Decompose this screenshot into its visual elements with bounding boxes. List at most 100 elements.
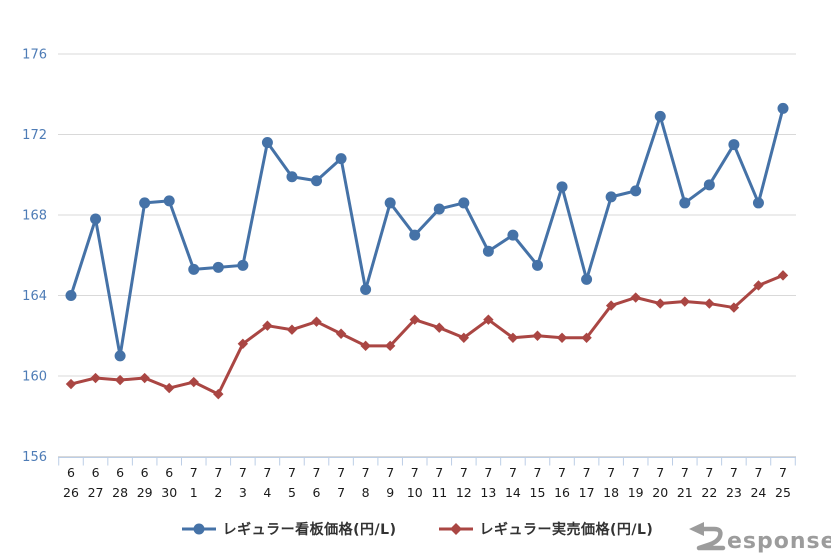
signboard-price-data-point <box>777 102 789 114</box>
market-price-data-point <box>213 388 224 400</box>
x-axis-label-month: 7 <box>509 465 517 480</box>
x-axis-label-day: 12 <box>456 485 472 500</box>
market-price-data-point <box>556 332 568 343</box>
signboard-price-data-point <box>65 290 77 301</box>
x-axis-label-day: 22 <box>701 485 717 500</box>
signboard-price-data-point <box>311 175 323 187</box>
x-axis-label-month: 7 <box>190 465 198 480</box>
x-axis-label-month: 6 <box>141 465 149 480</box>
y-axis-tick-label: 176 <box>22 48 47 63</box>
market-price-data-point <box>65 378 77 390</box>
x-axis-label-day: 14 <box>505 485 521 500</box>
market-price-data-point <box>139 372 150 384</box>
x-axis-label-month: 7 <box>288 465 296 480</box>
legend-item-signboard-price[interactable]: レギュラー看板価格(円/L) <box>181 519 397 539</box>
x-axis-label-day: 10 <box>407 485 423 500</box>
market-price-data-point <box>581 332 592 343</box>
market-price-data-point <box>777 270 789 281</box>
x-axis-label-day: 25 <box>775 485 791 500</box>
x-axis-label-month: 7 <box>337 465 345 480</box>
x-axis-label-month: 7 <box>313 465 321 480</box>
x-axis-label-day: 28 <box>112 485 128 500</box>
response-logo: esponse. <box>689 522 831 553</box>
signboard-price-data-point <box>409 229 421 241</box>
logo-r-glyph <box>696 526 726 551</box>
market-price-data-point <box>335 328 347 339</box>
signboard-price-data-point <box>237 259 249 271</box>
x-axis-label-month: 7 <box>435 465 443 480</box>
market-price-data-point <box>458 332 470 343</box>
x-axis-label-day: 7 <box>337 485 345 500</box>
market-price-data-point <box>311 316 322 327</box>
x-axis-label-day: 30 <box>161 485 177 500</box>
y-axis-tick-label: 160 <box>22 370 47 385</box>
x-axis-label-day: 16 <box>554 485 570 500</box>
logo-text: esponse. <box>727 529 831 553</box>
x-axis-label-day: 20 <box>652 485 668 500</box>
x-axis-label-day: 1 <box>190 485 198 500</box>
market-price-data-point <box>114 374 126 386</box>
x-axis-label-day: 9 <box>386 485 394 500</box>
x-axis-label-day: 18 <box>603 485 619 500</box>
market-price-data-point <box>532 330 543 341</box>
legend-label-market-price: レギュラー実売価格(円/L) <box>479 522 654 538</box>
x-axis-label-month: 6 <box>92 465 100 480</box>
signboard-price-data-point <box>286 171 298 183</box>
x-axis-label-month: 6 <box>165 465 173 480</box>
x-axis-label-month: 6 <box>116 465 124 480</box>
x-axis-label-month: 7 <box>460 465 468 480</box>
x-axis-label-day: 24 <box>750 485 766 500</box>
signboard-price-data-point <box>139 197 151 209</box>
x-axis-label-day: 23 <box>726 485 742 500</box>
y-axis-tick-label: 164 <box>22 289 47 304</box>
x-axis-label-day: 13 <box>480 485 496 500</box>
signboard-price-data-point <box>433 203 445 215</box>
market-price-data-point <box>409 314 420 325</box>
signboard-price-data-point <box>752 197 764 209</box>
signboard-price-data-point <box>188 263 200 275</box>
signboard-price-data-point <box>384 197 396 209</box>
x-axis-label-month: 7 <box>239 465 247 480</box>
price-line-chart: 1561601641681721766266276286296307172737… <box>22 48 796 500</box>
market-price-data-point <box>286 324 298 335</box>
x-axis-label-month: 7 <box>705 465 713 480</box>
signboard-price-data-point <box>482 245 494 257</box>
x-axis-label-month: 7 <box>779 465 787 480</box>
x-axis-label-day: 5 <box>288 485 296 500</box>
market-price-data-point <box>630 292 641 303</box>
x-axis-label-month: 7 <box>583 465 591 480</box>
x-axis-label-day: 15 <box>530 485 546 500</box>
signboard-price-data-point <box>114 350 126 362</box>
x-axis-label-day: 26 <box>63 485 79 500</box>
x-axis-label-day: 2 <box>214 485 222 500</box>
market-price-data-point <box>188 376 199 388</box>
logo-arrow-icon <box>689 522 704 536</box>
y-axis-tick-label: 172 <box>22 128 47 143</box>
x-axis-label-month: 7 <box>632 465 640 480</box>
market-price-data-point <box>507 332 519 343</box>
x-axis-label-month: 7 <box>484 465 492 480</box>
market-price-data-point <box>704 298 715 309</box>
signboard-price-data-point <box>630 185 642 197</box>
market-price-data-point <box>360 340 371 352</box>
signboard-price-data-point <box>261 137 273 149</box>
signboard-price-data-point <box>507 229 519 241</box>
x-axis-label-day: 11 <box>431 485 447 500</box>
market-price-data-point <box>483 314 494 325</box>
signboard-price-data-point <box>163 195 175 207</box>
legend-label-signboard-price: レギュラー看板価格(円/L) <box>222 522 397 538</box>
x-axis-label-month: 7 <box>754 465 762 480</box>
signboard-price-data-point <box>556 181 568 193</box>
signboard-price-data-point <box>458 197 470 209</box>
signboard-price-data-point <box>679 197 691 209</box>
legend-item-market-price[interactable]: レギュラー実売価格(円/L) <box>438 519 654 539</box>
market-price-data-point <box>434 322 445 333</box>
x-axis-label-day: 19 <box>628 485 644 500</box>
x-axis-label-day: 4 <box>263 485 271 500</box>
x-axis-label-month: 7 <box>558 465 566 480</box>
x-axis-label-day: 27 <box>88 485 104 500</box>
x-axis-label-day: 6 <box>313 485 321 500</box>
signboard-price-data-point <box>335 153 347 165</box>
x-axis-label-month: 7 <box>362 465 370 480</box>
y-axis-tick-label: 168 <box>22 209 47 224</box>
